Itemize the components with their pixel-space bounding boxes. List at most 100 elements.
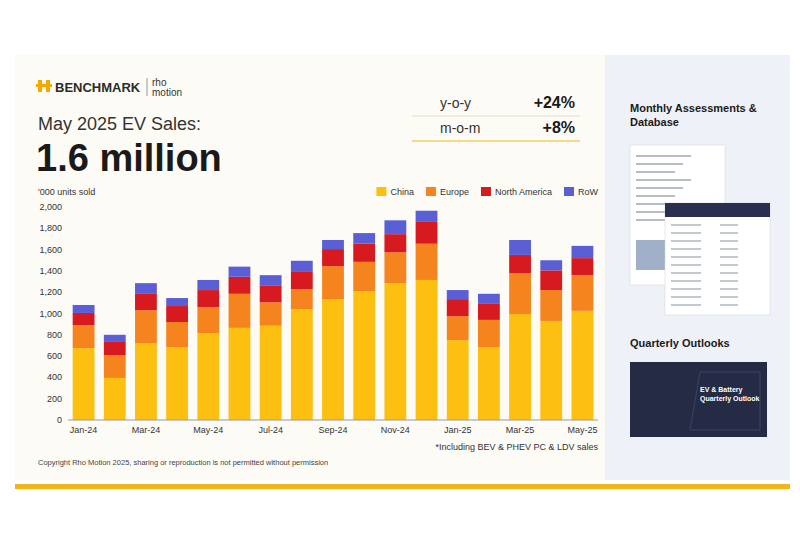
bars: [73, 211, 594, 420]
tick-mark: [65, 249, 68, 250]
x-tick-label: Mar-24: [132, 425, 161, 435]
bar-segment: [135, 293, 157, 310]
thumb-line: [720, 288, 738, 290]
thumb-line: [720, 280, 738, 282]
x-tick-label: Nov-24: [381, 425, 410, 435]
bar-segment: [291, 289, 313, 309]
x-tick-label: Jan-24: [70, 425, 98, 435]
bar-segment: [540, 321, 562, 420]
thumb-line: [636, 155, 691, 157]
y-tick-label: 1,000: [39, 309, 62, 319]
bar-segment: [104, 378, 126, 420]
stat-value: +24%: [534, 94, 575, 111]
bar-segment: [322, 266, 344, 299]
thumb-line: [671, 304, 701, 306]
outlook-title: EV & BatteryQuarterly Outlook: [700, 386, 760, 403]
bar-segment: [229, 277, 251, 294]
thumb-line: [671, 288, 701, 290]
bar-segment: [291, 309, 313, 420]
bar-segment: [197, 307, 219, 333]
y-tick-label: 2,000: [39, 202, 62, 212]
stat-rule: [412, 116, 580, 117]
x-tick-label: Jan-25: [444, 425, 472, 435]
page: BENCHMARKrhomotionMay 2025 EV Sales:1.6 …: [0, 0, 800, 533]
thumb-line: [720, 304, 738, 306]
bar-segment: [384, 252, 406, 283]
thumb-line: [720, 272, 738, 274]
bar-segment: [353, 244, 375, 262]
legend-swatch: [376, 187, 386, 196]
bar-segment: [73, 325, 95, 348]
bar-segment: [104, 335, 126, 341]
bar-segment: [478, 347, 500, 420]
tick-mark: [65, 356, 68, 357]
legend-swatch: [426, 187, 436, 196]
y-tick-label: 1,200: [39, 287, 62, 297]
footnote: *Including BEV & PHEV PC & LDV sales: [435, 442, 598, 452]
bar-segment: [104, 341, 126, 355]
bar-segment: [260, 275, 282, 285]
bar-segment: [197, 333, 219, 420]
y-tick-label: 400: [47, 372, 62, 382]
bar-segment: [73, 305, 95, 313]
thumb-line: [720, 264, 738, 266]
stat-value: +8%: [543, 119, 575, 136]
main-panel: [15, 55, 605, 480]
thumb-page: [665, 203, 770, 315]
bar-segment: [384, 234, 406, 252]
bar-segment: [416, 280, 438, 420]
thumb-line: [671, 232, 701, 234]
tick-mark: [65, 420, 68, 421]
y-tick-label: 600: [47, 351, 62, 361]
thumb-line: [671, 272, 701, 274]
bar-segment: [322, 299, 344, 420]
side-panel: [605, 55, 790, 480]
bar-segment: [572, 311, 594, 420]
y-tick-label: 1,800: [39, 223, 62, 233]
bar-segment: [229, 294, 251, 328]
legend-swatch: [564, 187, 574, 196]
x-tick-label: May-24: [193, 425, 223, 435]
thumb-line: [671, 256, 701, 258]
sidebar-heading: Monthly Assessments &Database: [630, 102, 757, 128]
bar-segment: [166, 322, 188, 347]
bar-segment: [135, 283, 157, 293]
bar-segment: [229, 328, 251, 420]
legend-swatch: [481, 187, 491, 196]
thumb-header: [665, 203, 770, 217]
headline: 1.6 million: [36, 137, 222, 179]
text-line: Quarterly Outlook: [700, 395, 760, 403]
title: May 2025 EV Sales:: [38, 114, 201, 134]
outlook-decoration: [690, 372, 760, 430]
y-tick-label: 0: [57, 415, 62, 425]
thumb-line: [720, 224, 738, 226]
y-tick-label: 200: [47, 394, 62, 404]
bar-segment: [73, 348, 95, 420]
legend: ChinaEuropeNorth AmericaRoW: [376, 187, 598, 197]
bar-segment: [540, 270, 562, 290]
bar-segment: [540, 290, 562, 321]
thumb-line: [671, 248, 701, 250]
thumb-line: [720, 240, 738, 242]
sidebar-heading: Quarterly Outlooks: [630, 337, 730, 349]
x-tick-label: Mar-25: [506, 425, 535, 435]
bottom-bar: [15, 484, 790, 489]
bar-segment: [416, 222, 438, 244]
bar-segment: [260, 285, 282, 302]
tick-mark: [65, 377, 68, 378]
bar-segment: [478, 320, 500, 347]
thumb-line: [720, 296, 738, 298]
bar-segment: [166, 347, 188, 420]
legend-label: China: [390, 187, 414, 197]
legend-label: Europe: [440, 187, 469, 197]
stat-label: m-o-m: [440, 120, 480, 136]
bar-segment: [572, 275, 594, 311]
thumb-line: [671, 224, 701, 226]
thumb-line: [671, 280, 701, 282]
bar-segment: [509, 240, 531, 255]
bar-segment: [540, 260, 562, 270]
thumb-line: [671, 264, 701, 266]
copyright: Copyright Rho Motion 2025, sharing or re…: [38, 458, 328, 467]
bar-segment: [291, 272, 313, 289]
axis-title: '000 units sold: [38, 187, 95, 197]
